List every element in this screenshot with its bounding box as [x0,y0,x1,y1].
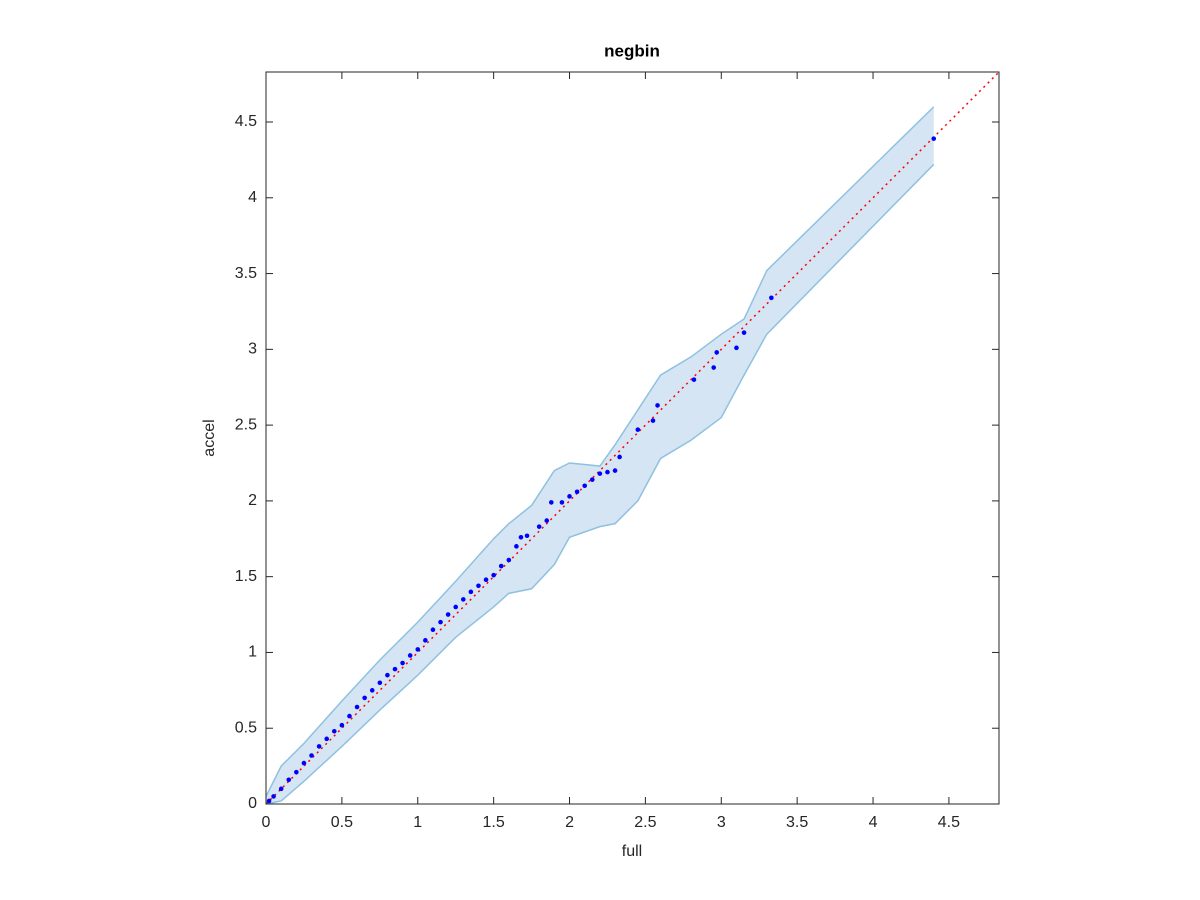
y-tick-label: 1.5 [235,568,257,585]
band-upper-edge [265,106,935,797]
y-tick-label: 3 [248,341,257,358]
data-point [734,345,739,351]
x-tick-label: 4.5 [938,814,960,831]
data-point [549,500,554,505]
data-point [544,518,550,523]
data-point [741,330,747,335]
data-point [369,688,375,693]
data-point [589,477,595,482]
y-tick-label: 4 [248,189,257,206]
data-point [769,295,774,301]
data-point [691,377,697,382]
data-point [271,794,276,799]
x-tick-label: 1 [413,814,422,831]
data-point [294,769,299,775]
data-point [453,604,458,610]
data-point [430,627,436,633]
data-point [483,577,489,583]
data-point [559,500,565,505]
y-tick-label: 2 [248,492,257,509]
data-point [286,777,292,783]
data-point [423,638,428,643]
data-point [400,660,405,666]
x-tick-label: 0 [262,814,271,831]
band-lower-edge [265,163,935,805]
y-axis-label: accel [201,419,218,456]
y-tick-label: 3.5 [235,265,257,282]
data-point [582,483,587,489]
x-tick-label: 2.5 [634,814,656,831]
data-point [612,468,618,473]
y-tick-label: 1 [248,644,257,661]
data-point [574,489,580,495]
data-point [347,713,352,719]
data-point [301,760,307,766]
data-point [385,672,390,678]
chart-title: negbin [604,41,660,60]
data-point [597,471,603,476]
y-tick-label: 4.5 [235,113,257,130]
data-point [931,136,937,141]
data-point [617,454,622,460]
data-point [377,680,383,686]
x-tick-label: 0.5 [331,814,353,831]
data-point [514,544,519,549]
y-tick-label: 2.5 [235,416,257,433]
data-point [266,798,272,804]
data-point [354,704,360,710]
data-point [491,572,496,578]
data-point [415,647,421,652]
x-tick-label: 4 [869,814,878,831]
reference-line [265,71,1000,805]
data-point [498,563,504,569]
data-point [567,494,572,499]
data-point [324,736,330,742]
x-tick-label: 3.5 [786,814,808,831]
x-tick-label: 1.5 [483,814,505,831]
x-tick-label: 2 [565,814,574,831]
data-point [655,403,660,408]
data-point [392,666,398,672]
y-tick-label: 0.5 [235,719,257,736]
data-point [714,350,720,355]
data-point [635,427,641,432]
data-point [331,728,337,734]
x-tick-label: 3 [717,814,726,831]
data-point [445,612,451,617]
data-point [536,524,542,529]
data-point [438,619,443,625]
data-point [524,533,530,539]
data-point [362,695,367,701]
data-point [460,597,466,602]
data-point [339,722,345,728]
data-point [518,534,524,540]
x-axis-label: full [622,843,642,860]
data-point [506,557,512,563]
data-point [316,744,322,749]
data-point [476,583,481,589]
data-point [605,469,610,475]
data-point [407,653,413,658]
data-point [309,753,314,758]
data-point [650,418,656,423]
plot-frame [265,71,1000,805]
y-tick-label: 0 [248,795,257,812]
data-point [468,589,474,595]
data-point [711,365,716,370]
data-point [278,786,284,792]
